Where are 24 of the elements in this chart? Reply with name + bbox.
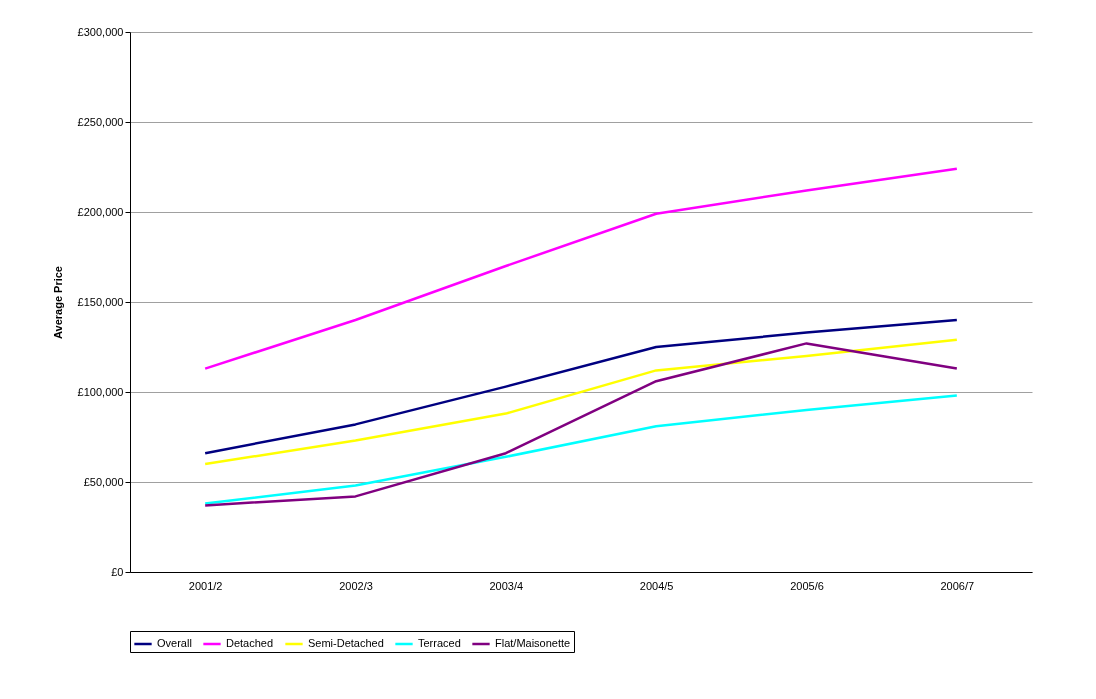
x-tick-label: 2005/6	[790, 579, 824, 592]
y-tick-label: £100,000	[77, 385, 124, 398]
y-tick-label: £0	[111, 565, 124, 578]
y-tick-label: £250,000	[77, 115, 124, 128]
y-tick-label: £150,000	[77, 295, 124, 308]
line-series	[203, 338, 959, 466]
line-series	[203, 394, 959, 505]
y-tick-label: £300,000	[77, 25, 124, 38]
y-tick-label: £50,000	[83, 475, 124, 488]
x-tick-label: 2003/4	[489, 579, 524, 592]
line-series	[203, 167, 959, 370]
x-tick-label: 2002/3	[339, 579, 373, 592]
x-tick-label: 2001/2	[188, 579, 223, 592]
legend-label: Semi-Detached	[308, 637, 384, 649]
x-tick-label: 2004/5	[639, 579, 674, 592]
y-axis-title: Average Price	[51, 266, 64, 339]
line-series	[203, 318, 959, 455]
legend-label: Flat/Maisonette	[495, 637, 571, 649]
legend-label: Terraced	[418, 637, 461, 649]
legend-label: Overall	[157, 637, 192, 649]
line-series	[203, 342, 959, 507]
x-tick-label: 2006/7	[940, 579, 975, 592]
legend-label: Detached	[226, 637, 274, 649]
y-tick-label: £200,000	[77, 205, 124, 218]
